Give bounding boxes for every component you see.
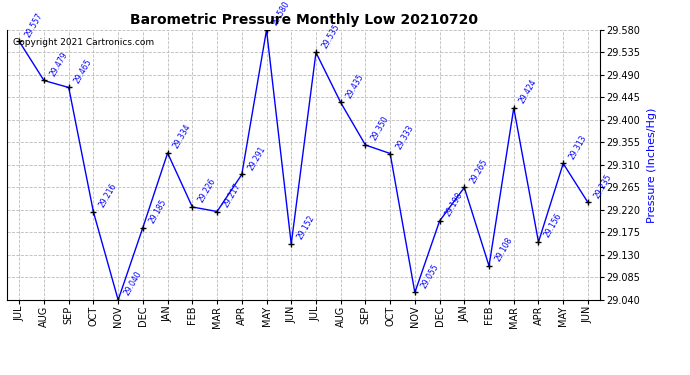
Text: 29.435: 29.435 — [345, 72, 366, 100]
Text: 29.226: 29.226 — [197, 177, 217, 204]
Text: 29.040: 29.040 — [122, 270, 144, 297]
Text: Copyright 2021 Cartronics.com: Copyright 2021 Cartronics.com — [13, 38, 154, 47]
Text: 29.350: 29.350 — [370, 115, 391, 142]
Text: 29.557: 29.557 — [23, 11, 45, 39]
Text: 29.198: 29.198 — [444, 191, 465, 218]
Text: 29.291: 29.291 — [246, 144, 267, 172]
Text: 29.580: 29.580 — [270, 0, 292, 27]
Text: 29.108: 29.108 — [493, 236, 514, 263]
Text: 29.235: 29.235 — [592, 172, 613, 200]
Text: 29.424: 29.424 — [518, 78, 539, 105]
Text: 29.156: 29.156 — [542, 212, 564, 239]
Text: 29.216: 29.216 — [97, 182, 119, 209]
Text: 29.479: 29.479 — [48, 50, 69, 78]
Text: 29.535: 29.535 — [320, 22, 342, 50]
Text: 29.185: 29.185 — [147, 197, 168, 225]
Text: 29.152: 29.152 — [295, 214, 317, 241]
Text: 29.055: 29.055 — [419, 262, 440, 290]
Y-axis label: Pressure (Inches/Hg): Pressure (Inches/Hg) — [647, 107, 657, 223]
Text: 29.265: 29.265 — [469, 157, 489, 185]
Text: 29.313: 29.313 — [567, 133, 589, 161]
Text: 29.465: 29.465 — [73, 57, 94, 85]
Title: Barometric Pressure Monthly Low 20210720: Barometric Pressure Monthly Low 20210720 — [130, 13, 477, 27]
Text: 29.334: 29.334 — [172, 123, 193, 150]
Text: 29.333: 29.333 — [394, 123, 415, 151]
Text: 29.217: 29.217 — [221, 182, 242, 209]
